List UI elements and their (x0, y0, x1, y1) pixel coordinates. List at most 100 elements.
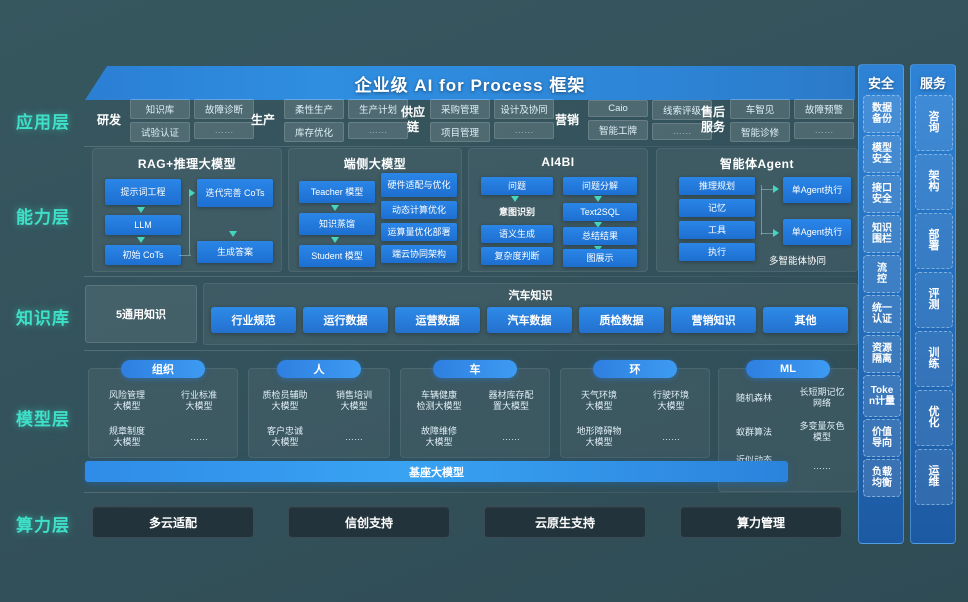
model-item-more[interactable]: …… (662, 431, 680, 442)
knowledge-item[interactable]: 其他 (763, 307, 848, 333)
cap-node[interactable]: 总结结果 (563, 227, 637, 245)
compute-item-cloudnative[interactable]: 云原生支持 (484, 506, 646, 538)
model-item-more[interactable]: …… (813, 460, 831, 471)
model-item-more[interactable]: …… (345, 431, 363, 442)
app-chip[interactable]: 试验认证 (130, 121, 190, 142)
app-chip-more[interactable]: …… (494, 121, 554, 139)
model-item[interactable]: 质检员辅助 大模型 (262, 390, 308, 411)
model-item[interactable]: 器材库存配 置大模型 (488, 390, 534, 411)
cap-node[interactable]: Student 模型 (299, 245, 375, 267)
knowledge-item[interactable]: 运行数据 (303, 307, 388, 333)
app-chip[interactable]: 故障诊断 (194, 98, 254, 119)
cap-node[interactable]: 执行 (679, 243, 755, 261)
model-item[interactable]: 行驶环境 大模型 (652, 390, 689, 411)
cap-node[interactable]: 推理规划 (679, 177, 755, 195)
service-item-optimization[interactable]: 优化 (915, 390, 953, 446)
app-chip[interactable]: 线索评级 (652, 100, 712, 120)
compute-item-multicloud[interactable]: 多云适配 (92, 506, 254, 538)
model-item-more[interactable]: …… (502, 431, 520, 442)
cap-node[interactable]: 端云协同架构 (381, 245, 457, 263)
service-item-evaluation[interactable]: 评测 (915, 272, 953, 328)
app-chip[interactable]: 知识库 (130, 98, 190, 119)
model-item[interactable]: 客户忠诚 大模型 (266, 426, 303, 447)
cap-node[interactable]: 硬件适配与优化 (381, 173, 457, 197)
cap-node[interactable]: 意图识别 (498, 206, 535, 217)
cap-node[interactable]: 语义生成 (481, 225, 553, 243)
cap-node[interactable]: 运算量优化部署 (381, 223, 457, 241)
knowledge-item[interactable]: 质检数据 (579, 307, 664, 333)
app-category-supplychain[interactable]: 供应链 采购管理 项目管理 设计及协同 …… (400, 98, 554, 142)
app-chip[interactable]: 智能诊修 (730, 121, 790, 142)
app-chip[interactable]: 柔性生产 (284, 98, 344, 119)
app-chip-more[interactable]: …… (348, 121, 408, 139)
service-item-operations[interactable]: 运维 (915, 449, 953, 505)
cap-node[interactable]: Text2SQL (563, 203, 637, 221)
app-chip[interactable]: 设计及协同 (494, 98, 554, 119)
cap-node[interactable]: 动态计算优化 (381, 201, 457, 219)
model-item[interactable]: 长短期记忆 网络 (799, 387, 845, 408)
app-chip[interactable]: 项目管理 (430, 121, 490, 142)
security-item-flowcontrol[interactable]: 流控 (863, 255, 901, 293)
model-item[interactable]: 车辆健康 检测大模型 (416, 390, 462, 411)
service-item-deployment[interactable]: 部署 (915, 213, 953, 269)
security-item-value[interactable]: 价值 导向 (863, 419, 901, 457)
app-chip[interactable]: 采购管理 (430, 98, 490, 119)
app-chip[interactable]: Caio (588, 100, 648, 117)
security-item-token[interactable]: Toke n计量 (863, 375, 901, 417)
app-chip[interactable]: 智能工牌 (588, 120, 648, 140)
compute-item-management[interactable]: 算力管理 (680, 506, 842, 538)
app-category-aftersales[interactable]: 售后服务 车智见 智能诊修 故障预警 …… (700, 98, 854, 142)
cap-node[interactable]: 记忆 (679, 199, 755, 217)
app-category-marketing[interactable]: 营销 Caio 智能工牌 线索评级 …… (550, 100, 712, 140)
cap-node[interactable]: Teacher 模型 (299, 181, 375, 203)
model-item[interactable]: 风险管理 大模型 (108, 390, 145, 411)
app-category-production[interactable]: 生产 柔性生产 库存优化 生产计划 …… (246, 98, 408, 142)
knowledge-general-box[interactable]: 5通用知识 (85, 285, 197, 343)
model-item[interactable]: 故障维修 大模型 (420, 426, 457, 447)
security-item-isolation[interactable]: 资源 隔离 (863, 335, 901, 373)
service-item-training[interactable]: 训练 (915, 331, 953, 387)
cap-node[interactable]: 问题 (481, 177, 553, 195)
cap-node[interactable]: 复杂度判断 (481, 247, 553, 265)
cap-node[interactable]: 单Agent执行 (783, 219, 851, 245)
cap-node[interactable]: 问题分解 (563, 177, 637, 195)
model-item[interactable]: 地形障碍物 大模型 (576, 426, 622, 447)
model-item-more[interactable]: …… (190, 431, 208, 442)
security-item-backup[interactable]: 数据 备份 (863, 95, 901, 133)
app-category-rd[interactable]: 研发 知识库 试验认证 故障诊断 …… (92, 98, 254, 142)
cap-node[interactable]: 生成答案 (197, 241, 273, 263)
model-item[interactable]: 多变量灰色 模型 (799, 421, 845, 442)
model-item[interactable]: 销售培训 大模型 (335, 390, 372, 411)
app-chip-more[interactable]: …… (194, 121, 254, 139)
app-chip-more[interactable]: …… (652, 123, 712, 140)
cap-node[interactable]: 单Agent执行 (783, 177, 851, 203)
model-item[interactable]: 蚁群算法 (735, 426, 772, 437)
service-item-consulting[interactable]: 咨询 (915, 95, 953, 151)
cap-node[interactable]: 图展示 (563, 249, 637, 267)
security-item-guardrail[interactable]: 知识 围栏 (863, 215, 901, 253)
knowledge-item[interactable]: 汽车数据 (487, 307, 572, 333)
cap-node[interactable]: 工具 (679, 221, 755, 239)
knowledge-item[interactable]: 运营数据 (395, 307, 480, 333)
security-item-interface[interactable]: 接口 安全 (863, 175, 901, 213)
cap-node[interactable]: 提示词工程 (105, 179, 181, 205)
model-item[interactable]: 行业标准 大模型 (180, 390, 217, 411)
service-item-architecture[interactable]: 架构 (915, 154, 953, 210)
cap-node[interactable]: 迭代完善 CoTs (197, 179, 273, 207)
model-item[interactable]: 随机森林 (735, 392, 772, 403)
cap-node[interactable]: 知识蒸馏 (299, 213, 375, 235)
cap-node[interactable]: 初始 CoTs (105, 245, 181, 265)
security-item-sso[interactable]: 统一 认证 (863, 295, 901, 333)
security-item-model[interactable]: 模型 安全 (863, 135, 901, 173)
model-item[interactable]: 规章制度 大模型 (108, 426, 145, 447)
model-item[interactable]: 天气环境 大模型 (580, 390, 617, 411)
knowledge-item[interactable]: 行业规范 (211, 307, 296, 333)
base-model-bar[interactable]: 基座大模型 (85, 461, 788, 482)
app-chip[interactable]: 故障预警 (794, 98, 854, 119)
cap-node[interactable]: LLM (105, 215, 181, 235)
security-item-loadbalance[interactable]: 负载 均衡 (863, 459, 901, 497)
app-chip[interactable]: 库存优化 (284, 121, 344, 142)
app-chip-more[interactable]: …… (794, 121, 854, 139)
app-chip[interactable]: 生产计划 (348, 98, 408, 119)
app-chip[interactable]: 车智见 (730, 98, 790, 119)
